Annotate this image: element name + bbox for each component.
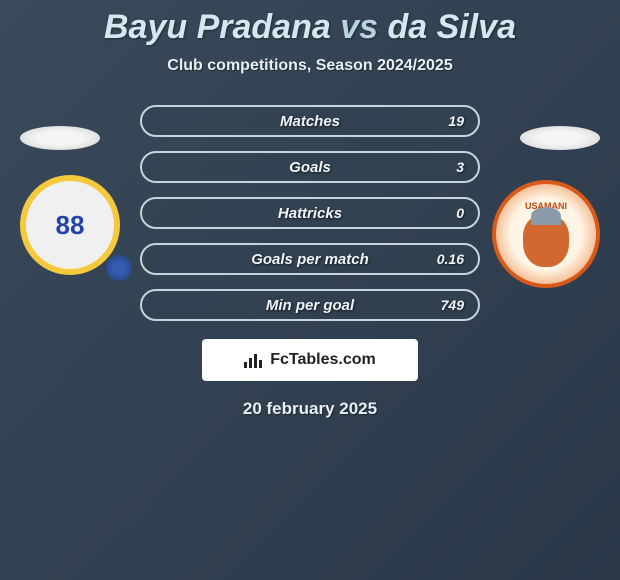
stat-value: 19 [448, 113, 464, 129]
season-subtitle: Club competitions, Season 2024/2025 [0, 57, 620, 75]
date-label: 20 february 2025 [0, 399, 620, 419]
badge-left-number: 88 [56, 210, 85, 241]
dolphin-icon [531, 207, 561, 225]
stat-value: 0 [456, 205, 464, 221]
stat-label: Min per goal [266, 297, 354, 314]
player1-name: Bayu Pradana [104, 8, 331, 46]
brand-text: FcTables.com [270, 351, 376, 369]
bar-chart-icon [244, 352, 264, 368]
stat-label: Hattricks [278, 205, 342, 222]
player2-name: da Silva [387, 8, 516, 46]
badge-right-emblem [523, 215, 569, 267]
stat-row-min-per-goal: Min per goal 749 [140, 289, 480, 321]
soccer-ball-icon [106, 255, 132, 281]
stat-value: 3 [456, 159, 464, 175]
stat-label: Goals [289, 159, 331, 176]
stat-label: Matches [280, 113, 340, 130]
player2-photo-placeholder [520, 126, 600, 150]
stat-row-goals: Goals 3 [140, 151, 480, 183]
stat-value: 749 [441, 297, 464, 313]
stat-row-hattricks: Hattricks 0 [140, 197, 480, 229]
player2-club-badge: USAMANI [492, 180, 600, 288]
vs-label: vs [340, 8, 378, 46]
stat-row-matches: Matches 19 [140, 105, 480, 137]
stat-value: 0.16 [437, 251, 464, 267]
stat-row-goals-per-match: Goals per match 0.16 [140, 243, 480, 275]
player1-photo-placeholder [20, 126, 100, 150]
badge-right-content: USAMANI [523, 201, 569, 267]
stat-label: Goals per match [251, 251, 369, 268]
comparison-title: Bayu Pradana vs da Silva [0, 0, 620, 47]
player1-club-badge: 88 [20, 175, 120, 275]
branding-box[interactable]: FcTables.com [202, 339, 418, 381]
